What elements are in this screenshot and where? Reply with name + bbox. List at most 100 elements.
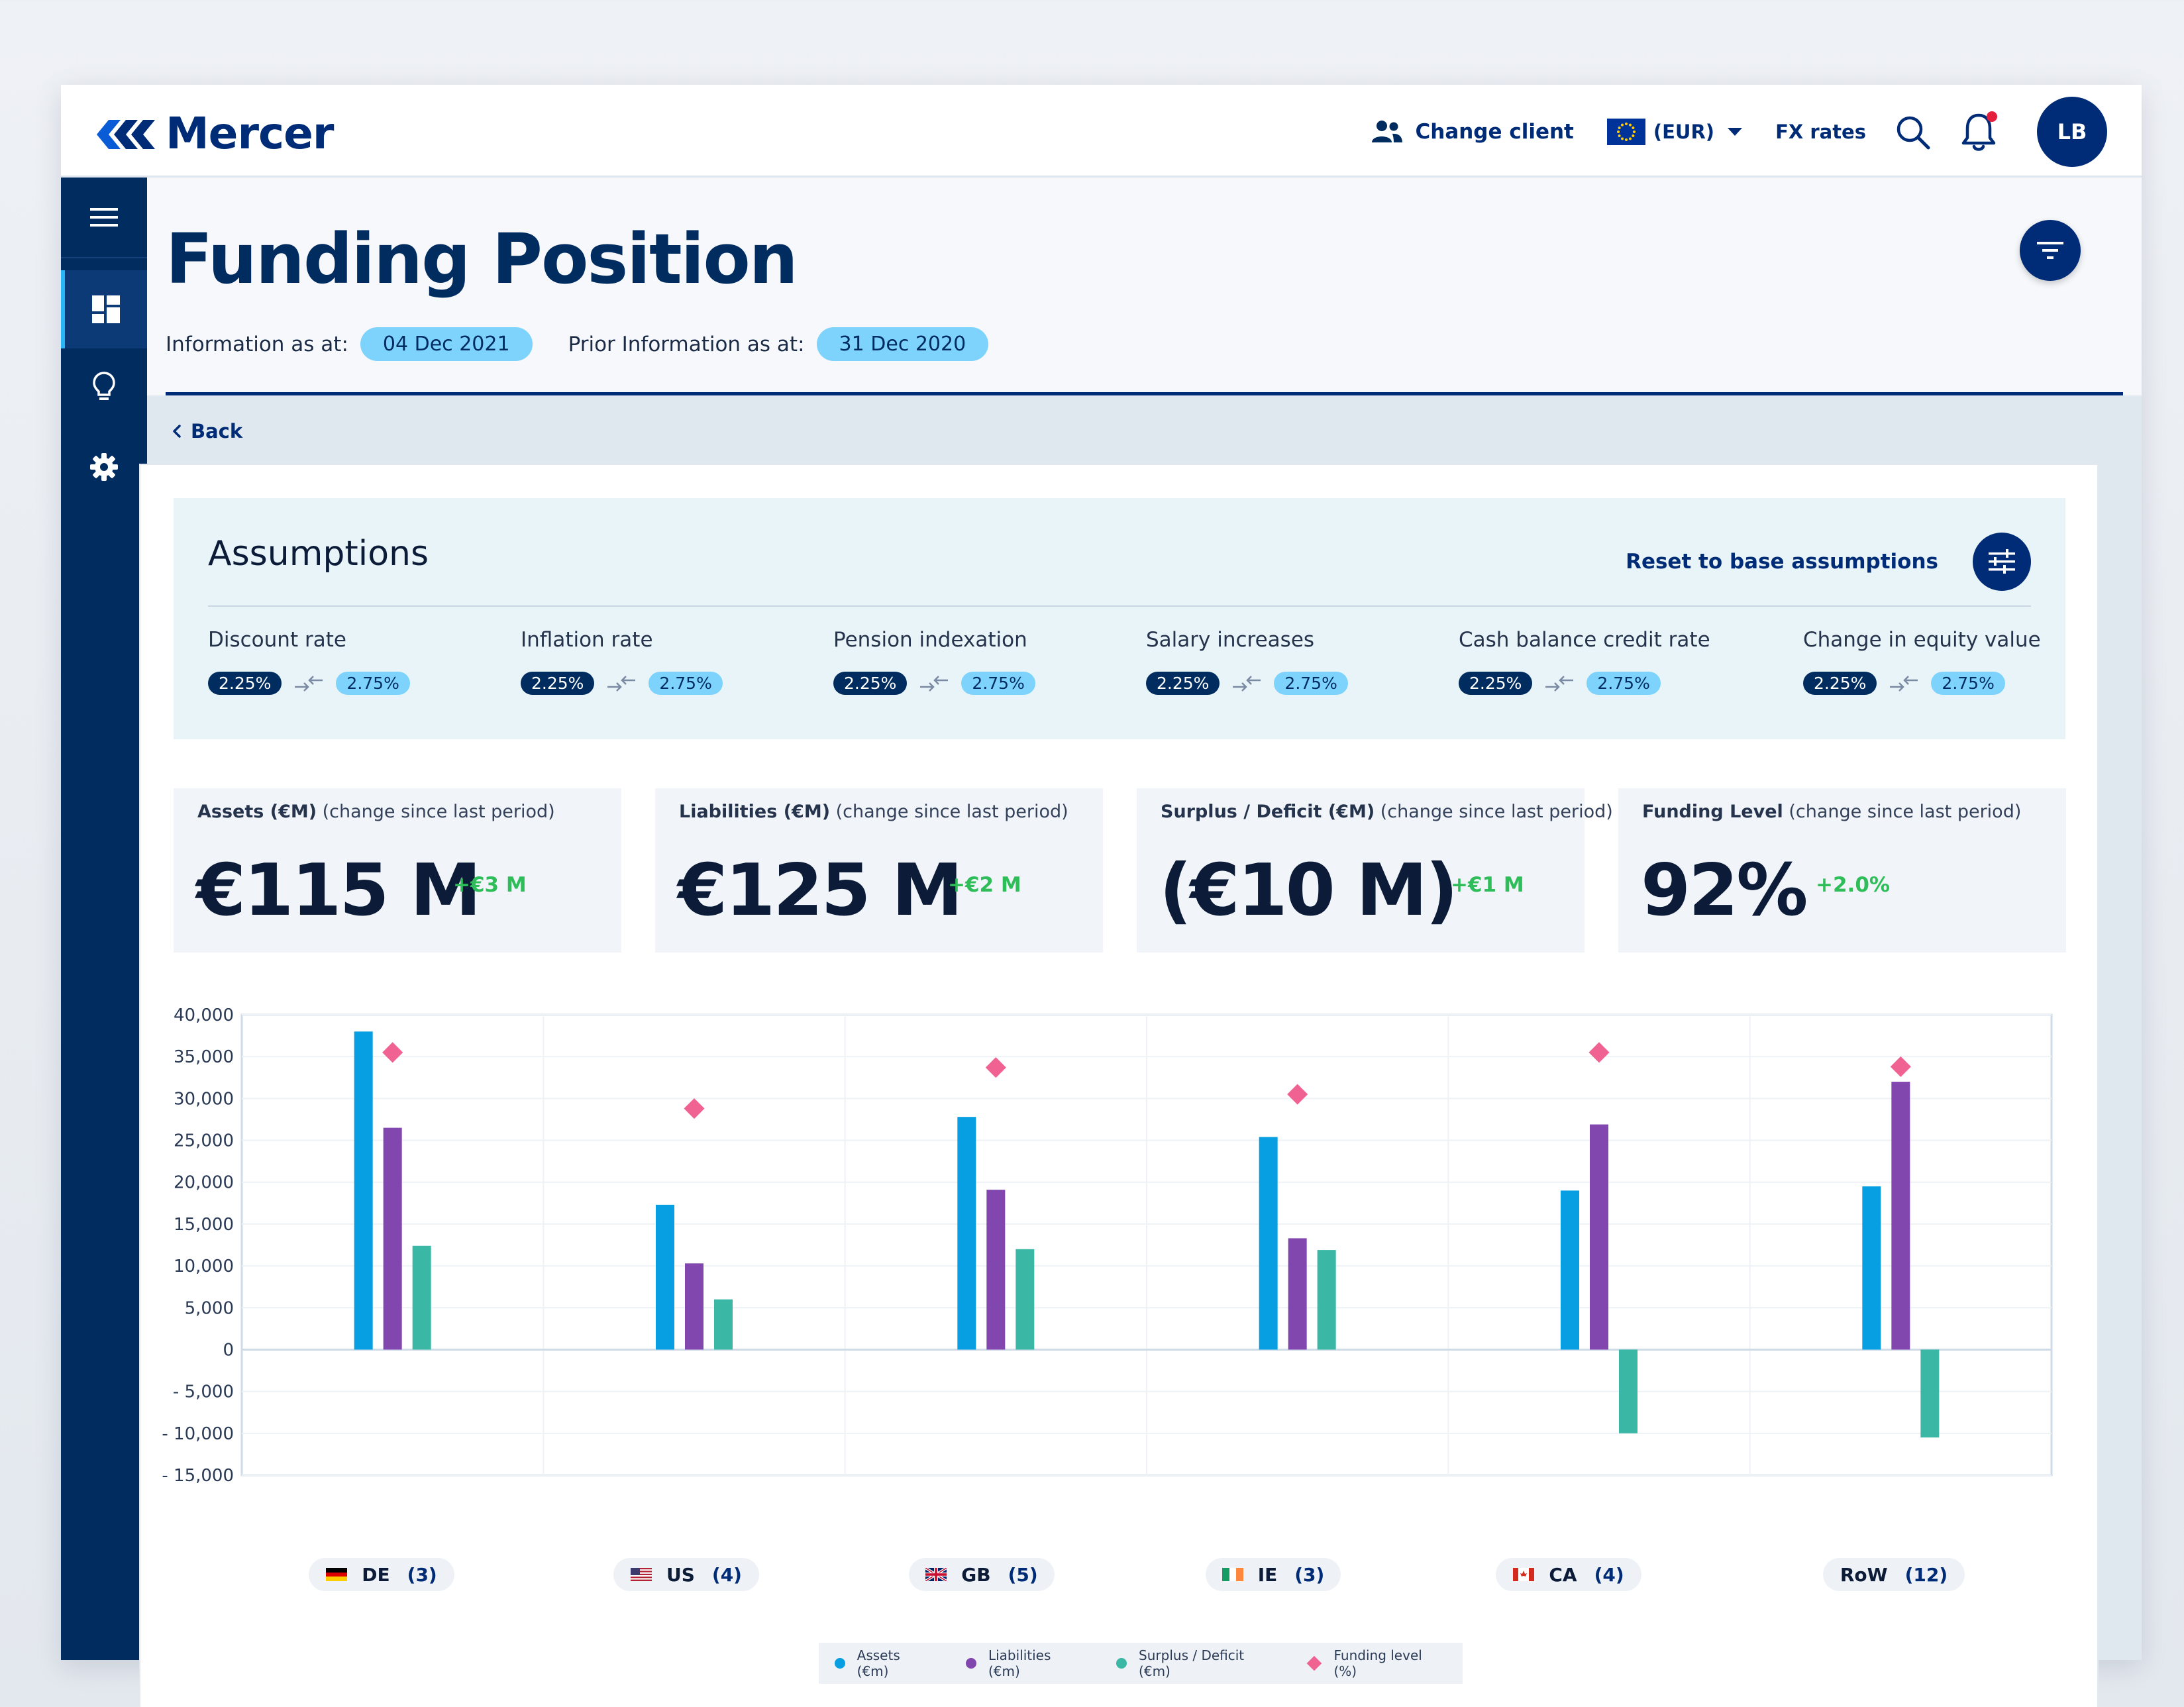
bar-us-0 — [656, 1204, 674, 1350]
legend-item-assets[interactable]: Assets (€m) — [835, 1647, 934, 1679]
legend-item-surplus-deficit[interactable]: Surplus / Deficit (€m) — [1116, 1647, 1276, 1679]
prior-date-label: Prior Information as at: — [568, 332, 805, 356]
assumption-new-value: 2.75% — [1586, 672, 1661, 695]
kpi-label: Assets (€M) (change since last period) — [197, 802, 555, 822]
kpi-assets: Assets (€M) (change since last period) €… — [174, 788, 621, 953]
legend-item-liabilities[interactable]: Liabilities (€m) — [966, 1647, 1084, 1679]
sidebar-item-insights[interactable] — [61, 347, 147, 425]
header-divider — [166, 392, 2123, 395]
legend-label: Liabilities (€m) — [988, 1647, 1051, 1679]
legend-dot-assets — [835, 1658, 845, 1669]
legend-dot-surplus-deficit — [1116, 1658, 1127, 1669]
eu-flag-icon — [1606, 119, 1645, 145]
user-avatar[interactable]: LB — [2037, 97, 2107, 167]
sliders-icon — [1989, 549, 2015, 574]
kpi-label: Surplus / Deficit (€M) (change since las… — [1161, 802, 1613, 822]
bar-de-2 — [412, 1245, 431, 1350]
sidebar-menu-button[interactable] — [61, 178, 147, 258]
people-icon — [1371, 121, 1402, 142]
dashboard-icon — [92, 295, 120, 323]
assumptions-panel: Assumptions Reset to base assumptions — [174, 498, 2065, 739]
y-tick-label: - 10,000 — [162, 1424, 234, 1444]
legend-item-funding-level[interactable]: Funding level (%) — [1306, 1647, 1447, 1679]
currency-label: (EUR) — [1653, 121, 1715, 143]
category-chip-us[interactable]: US (4) — [613, 1558, 759, 1591]
bar-ie-1 — [1288, 1238, 1307, 1350]
chevron-down-icon — [1728, 128, 1743, 136]
bar-row-1 — [1891, 1082, 1910, 1350]
chevron-left-icon — [173, 425, 181, 438]
legend-diamond-funding-level — [1306, 1655, 1322, 1671]
bar-gb-0 — [957, 1117, 976, 1350]
assumption-label: Inflation rate — [521, 628, 653, 652]
category-chip-row[interactable]: RoW (12) — [1823, 1558, 1965, 1591]
assumption-old-value: 2.25% — [1803, 672, 1877, 695]
prior-date-pill[interactable]: 31 Dec 2020 — [816, 327, 989, 361]
kpi-label-sub: (change since last period) — [830, 802, 1068, 822]
bar-de-1 — [383, 1127, 402, 1350]
kpi-funding-level: Funding Level (change since last period)… — [1618, 788, 2066, 953]
funding-card: Assumptions Reset to base assumptions — [139, 464, 2099, 1707]
mercer-logo[interactable]: Mercer — [94, 108, 334, 159]
y-tick-label: 35,000 — [174, 1047, 234, 1067]
assumption-salary-increases: Salary increases 2.25% 2.75% — [1146, 628, 1348, 695]
assumptions-title: Assumptions — [208, 534, 429, 574]
kpi-delta: +2.0% — [1816, 873, 1890, 897]
fx-rates-link[interactable]: FX rates — [1775, 121, 1866, 143]
filter-button[interactable] — [2020, 220, 2081, 281]
kpi-delta: +€3 M — [453, 873, 527, 897]
funding-level-marker-ie — [1287, 1084, 1308, 1105]
sidebar-item-settings[interactable] — [61, 428, 147, 506]
adjust-assumptions-button[interactable] — [1973, 533, 2031, 591]
info-date-label: Information as at: — [166, 332, 348, 356]
category-label: CA — [1549, 1563, 1577, 1586]
assumption-label: Change in equity value — [1803, 628, 2041, 652]
info-date-pill[interactable]: 04 Dec 2021 — [360, 327, 533, 361]
currency-selector[interactable]: (EUR) — [1606, 119, 1743, 145]
kpi-liabilities: Liabilities (€M) (change since last peri… — [655, 788, 1103, 953]
assumption-old-value: 2.25% — [1146, 672, 1220, 695]
legend-label: Funding level (%) — [1333, 1647, 1422, 1679]
back-link[interactable]: Back — [172, 420, 242, 442]
bar-gb-1 — [986, 1190, 1006, 1350]
bar-ca-1 — [1590, 1124, 1608, 1350]
bar-row-0 — [1862, 1186, 1881, 1350]
category-chip-ca[interactable]: CA (4) — [1496, 1558, 1641, 1591]
assumption-cash-balance-credit-rate: Cash balance credit rate 2.25% 2.75% — [1459, 628, 1710, 695]
y-tick-label: 40,000 — [174, 1008, 234, 1025]
category-label: RoW — [1840, 1563, 1888, 1586]
kpi-label-main: Surplus / Deficit (€M) — [1161, 802, 1375, 822]
bar-ca-2 — [1619, 1349, 1638, 1433]
category-chip-de[interactable]: DE (3) — [309, 1558, 454, 1591]
category-chip-gb[interactable]: GB (5) — [909, 1558, 1055, 1591]
page-title: Funding Position — [166, 219, 798, 299]
kpi-value: €125 M — [678, 849, 963, 932]
kpi-label-main: Liabilities (€M) — [679, 802, 831, 822]
funding-level-marker-us — [684, 1098, 705, 1119]
funding-level-marker-row — [1890, 1056, 1911, 1077]
assumption-discount-rate: Discount rate 2.25% 2.75% — [208, 628, 410, 695]
category-count: (12) — [1904, 1563, 1948, 1586]
notifications-button[interactable] — [1960, 111, 1997, 152]
assumption-label: Cash balance credit rate — [1459, 628, 1710, 652]
funding-level-marker-ca — [1588, 1042, 1610, 1063]
compare-arrows-icon — [1890, 675, 1918, 692]
kpi-label-sub: (change since last period) — [1783, 802, 2022, 822]
kpi-label-sub: (change since last period) — [1375, 802, 1613, 822]
change-client-button[interactable]: Change client — [1371, 119, 1574, 145]
search-icon[interactable] — [1894, 113, 1931, 150]
reset-assumptions-link[interactable]: Reset to base assumptions — [1626, 550, 1938, 574]
assumption-old-value: 2.25% — [1459, 672, 1533, 695]
category-label: GB — [961, 1563, 991, 1586]
y-tick-label: 15,000 — [174, 1215, 234, 1235]
filter-icon — [2037, 242, 2063, 259]
assumption-old-value: 2.25% — [521, 672, 595, 695]
category-label: IE — [1257, 1563, 1278, 1586]
assumption-old-value: 2.25% — [208, 672, 282, 695]
kpi-value: 92% — [1641, 849, 1808, 932]
compare-arrows-icon — [607, 675, 636, 692]
assumption-pension-indexation: Pension indexation 2.25% 2.75% — [833, 628, 1035, 695]
sidebar-item-dashboard[interactable] — [61, 270, 147, 348]
assumption-label: Pension indexation — [833, 628, 1027, 652]
category-chip-ie[interactable]: IE (3) — [1206, 1558, 1341, 1591]
